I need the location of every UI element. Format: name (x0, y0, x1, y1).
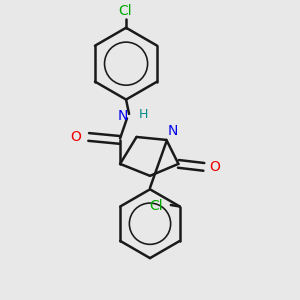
Text: O: O (209, 160, 220, 174)
Text: O: O (70, 130, 81, 144)
Text: H: H (139, 108, 148, 121)
Text: N: N (117, 109, 128, 123)
Text: Cl: Cl (119, 4, 132, 18)
Text: N: N (168, 124, 178, 138)
Text: Cl: Cl (150, 199, 163, 213)
